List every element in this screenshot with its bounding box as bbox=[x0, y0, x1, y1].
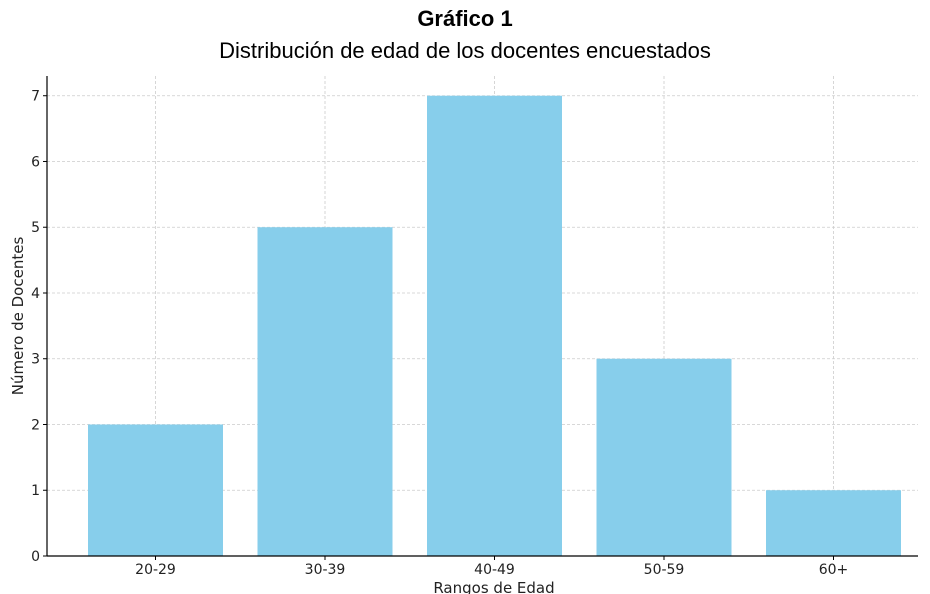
chart-title: Distribución de edad de los docentes enc… bbox=[219, 38, 711, 63]
y-tick-label: 7 bbox=[31, 89, 40, 105]
x-tick-label: 50-59 bbox=[644, 562, 685, 578]
y-tick-label: 6 bbox=[31, 154, 40, 170]
x-axis-label: Rangos de Edad bbox=[433, 579, 554, 594]
y-tick-label: 0 bbox=[31, 549, 40, 565]
bar-20-29 bbox=[88, 424, 223, 556]
x-tick-label: 20-29 bbox=[135, 562, 176, 578]
bar-30-39 bbox=[257, 227, 393, 556]
bar-60+ bbox=[766, 490, 901, 556]
y-tick-label: 4 bbox=[31, 286, 40, 302]
bars bbox=[88, 95, 901, 557]
chart-heading: Gráfico 1 bbox=[417, 6, 513, 31]
chart-header: Gráfico 1 Distribución de edad de los do… bbox=[0, 4, 930, 66]
x-tick-label: 30-39 bbox=[305, 562, 346, 578]
y-tick-label: 3 bbox=[31, 352, 40, 368]
tick-labels: 0 1 2 3 4 5 6 7 20-29 30-39 40-49 50-59 60+ bbox=[31, 89, 848, 578]
y-tick-label: 2 bbox=[31, 417, 40, 433]
x-tick-label: 40-49 bbox=[474, 562, 515, 578]
x-tick-label: 60+ bbox=[819, 562, 849, 578]
bar-40-49 bbox=[427, 95, 562, 557]
y-axis-label: Número de Docentes bbox=[9, 237, 27, 396]
axes bbox=[43, 76, 918, 560]
y-tick-label: 1 bbox=[31, 483, 40, 499]
bar-50-59 bbox=[596, 358, 732, 556]
y-tick-label: 5 bbox=[31, 220, 40, 236]
